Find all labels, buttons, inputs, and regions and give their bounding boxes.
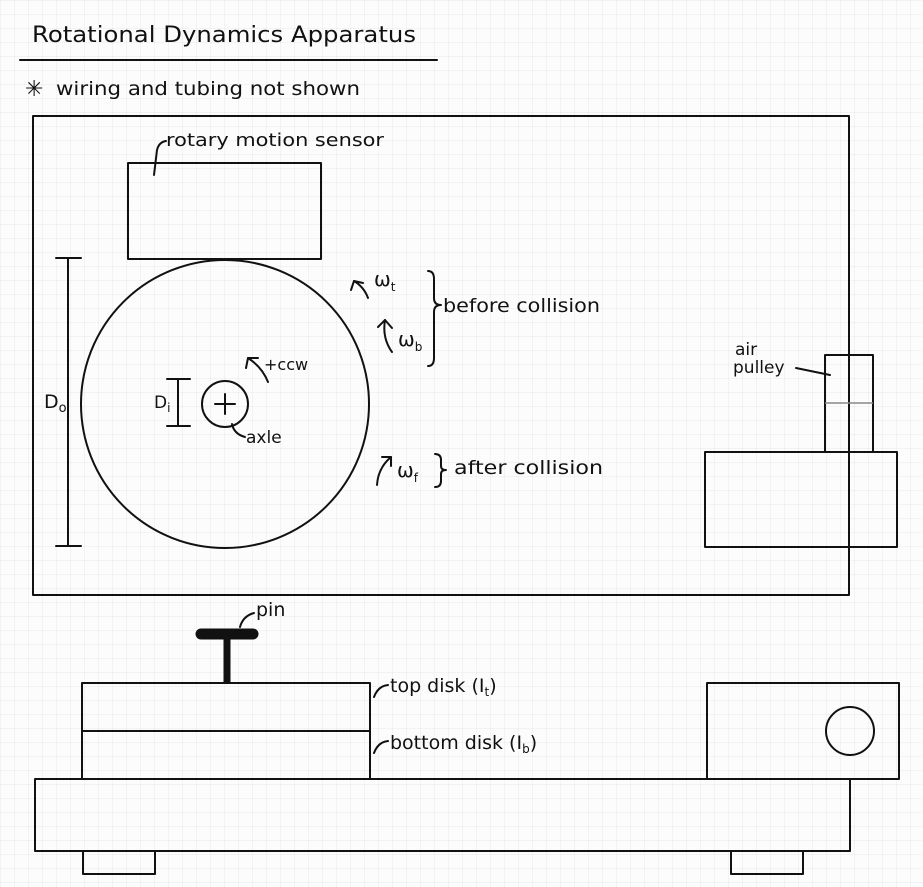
inner-diameter-label: Di (154, 393, 170, 415)
diagram-title: Rotational Dynamics Apparatus (32, 23, 416, 48)
before-collision-label: before collision (443, 295, 600, 317)
note-text: wiring and tubing not shown (56, 78, 360, 100)
after-collision-label: after collision (454, 457, 603, 479)
ccw-arrowhead (245, 357, 259, 369)
air-pulley-side-box (706, 682, 900, 780)
omega-b-arrow (383, 319, 393, 353)
ccw-arrow (247, 357, 269, 383)
inner-diameter-subscript: i (167, 401, 170, 415)
omega-b-subscript: b (415, 340, 423, 354)
air-pulley-base-box (704, 451, 898, 548)
omega-t-arrowhead (350, 280, 364, 291)
top-view-frame (32, 115, 850, 596)
axle-label: axle (246, 428, 282, 448)
omega-t-subscript: t (391, 280, 396, 294)
axle-leader (231, 423, 246, 438)
top-disk (81, 682, 371, 732)
omega-t-label: ωt (374, 267, 396, 294)
note-asterisk: ✳ (25, 77, 43, 102)
omega-f-label: ωf (397, 458, 419, 485)
rotary-motion-sensor-box (127, 162, 322, 260)
top-disk-leader (373, 684, 389, 698)
axle-circle (201, 380, 249, 428)
pin-leader (239, 612, 255, 628)
bottom-disk-subscript: b (522, 742, 530, 756)
air-pulley-leader (795, 367, 831, 376)
air-pulley-label-pulley: pulley (733, 358, 785, 378)
omega-b-arrowhead (377, 319, 393, 329)
pin-label: pin (256, 599, 285, 621)
base-foot-left (82, 850, 156, 875)
base-plate (34, 778, 851, 852)
rotary-motion-sensor-label: rotary motion sensor (166, 130, 385, 151)
bottom-disk-leader (373, 740, 389, 754)
bottom-disk (81, 730, 371, 780)
base-foot-right (730, 850, 804, 875)
before-collision-brace (427, 270, 442, 367)
omega-f-arrow (376, 456, 392, 486)
omega-f-subscript: f (414, 471, 419, 485)
omega-f-arrowhead (381, 456, 392, 467)
top-disk-label: top disk (It) (390, 675, 497, 699)
after-collision-brace (434, 453, 447, 488)
omega-b-label: ωb (398, 327, 422, 354)
rotary-sensor-leader (153, 140, 167, 176)
outer-diameter-label: Do (44, 391, 67, 416)
air-pulley-side-wheel (825, 706, 875, 756)
outer-diameter-subscript: o (59, 401, 67, 416)
top-disk-subscript: t (484, 685, 489, 699)
ccw-label: +ccw (264, 355, 308, 374)
disk-outer-circle (80, 259, 370, 549)
air-pulley-label-air: air (735, 340, 757, 360)
bottom-disk-label: bottom disk (Ib) (390, 732, 537, 756)
